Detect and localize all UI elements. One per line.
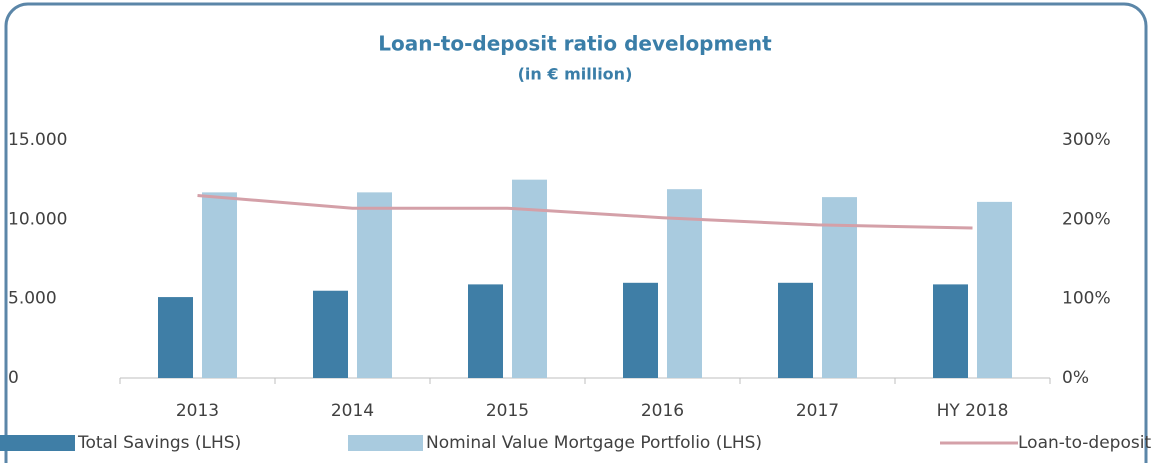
chart-frame — [4, 2, 1148, 463]
y-tick-label: 5.000 — [8, 289, 57, 309]
legend-label: Loan-to-deposit ratio (RHS) — [1018, 433, 1151, 453]
bar — [623, 282, 658, 378]
x-tick-label: 2013 — [176, 401, 219, 421]
y-tick-label: 10.000 — [8, 209, 67, 229]
x-tick-label: 2015 — [486, 401, 529, 421]
y-tick-label: 15.000 — [8, 130, 67, 150]
y-tick-label: 0 — [8, 368, 19, 388]
legend-swatch — [348, 435, 423, 451]
chart-subtitle: (in € million) — [518, 65, 633, 84]
bar — [313, 290, 348, 378]
y2-tick-label: 200% — [1062, 209, 1111, 229]
bar — [822, 197, 857, 378]
line-series — [197, 194, 973, 230]
y2-tick-label: 300% — [1062, 130, 1111, 150]
bar — [778, 282, 813, 378]
x-tick-label: 2014 — [331, 401, 374, 421]
bar — [977, 201, 1012, 378]
bar — [468, 284, 503, 378]
legend-label: Nominal Value Mortgage Portfolio (LHS) — [426, 433, 762, 453]
bar — [357, 192, 392, 378]
bar — [158, 297, 193, 378]
y2-tick-label: 0% — [1062, 368, 1089, 388]
chart-title: Loan-to-deposit ratio development — [378, 32, 772, 56]
x-tick-label: 2016 — [641, 401, 684, 421]
legend-swatch — [0, 435, 75, 451]
x-tick-label: 2017 — [796, 401, 839, 421]
bar — [202, 192, 237, 378]
legend-label: Total Savings (LHS) — [77, 433, 241, 453]
bar — [933, 284, 968, 378]
y2-tick-label: 100% — [1062, 289, 1111, 309]
bar — [512, 179, 547, 378]
x-tick-label: HY 2018 — [937, 401, 1009, 421]
